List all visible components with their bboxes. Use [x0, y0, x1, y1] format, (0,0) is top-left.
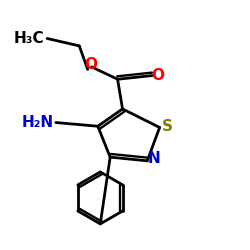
Text: O: O — [84, 58, 97, 72]
Text: H₃C: H₃C — [14, 31, 45, 46]
Text: O: O — [151, 68, 164, 82]
Text: S: S — [162, 119, 172, 134]
Text: H₂N: H₂N — [22, 114, 54, 130]
Text: N: N — [148, 151, 160, 166]
